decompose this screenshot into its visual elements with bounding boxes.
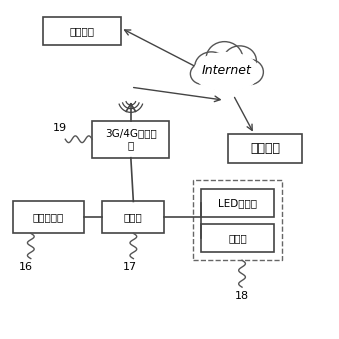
Ellipse shape — [191, 63, 215, 84]
Ellipse shape — [205, 68, 235, 89]
Ellipse shape — [195, 52, 228, 81]
Ellipse shape — [223, 46, 256, 76]
Text: 控制器: 控制器 — [124, 213, 143, 222]
Text: 3G/4G通信模
块: 3G/4G通信模 块 — [105, 128, 157, 151]
Bar — [13, 201, 84, 233]
Text: 蜂鸣器: 蜂鸣器 — [228, 233, 247, 243]
Ellipse shape — [235, 59, 263, 85]
Text: 16: 16 — [19, 262, 33, 272]
Bar — [102, 201, 164, 233]
Ellipse shape — [222, 68, 248, 89]
Bar — [201, 224, 274, 252]
Text: 18: 18 — [235, 291, 249, 301]
Bar — [193, 180, 282, 260]
Text: 控制中心: 控制中心 — [69, 26, 95, 36]
Bar — [228, 134, 302, 163]
Bar — [92, 121, 170, 158]
Ellipse shape — [206, 42, 243, 76]
Text: Internet: Internet — [202, 64, 252, 77]
Text: 湿度传感器: 湿度传感器 — [33, 213, 64, 222]
Bar — [201, 189, 274, 217]
Text: 移动终端: 移动终端 — [250, 142, 280, 155]
Text: 19: 19 — [53, 122, 67, 133]
Ellipse shape — [194, 53, 259, 92]
Text: 17: 17 — [123, 262, 137, 272]
Text: LED指示灯: LED指示灯 — [218, 198, 257, 208]
Bar — [43, 17, 121, 45]
